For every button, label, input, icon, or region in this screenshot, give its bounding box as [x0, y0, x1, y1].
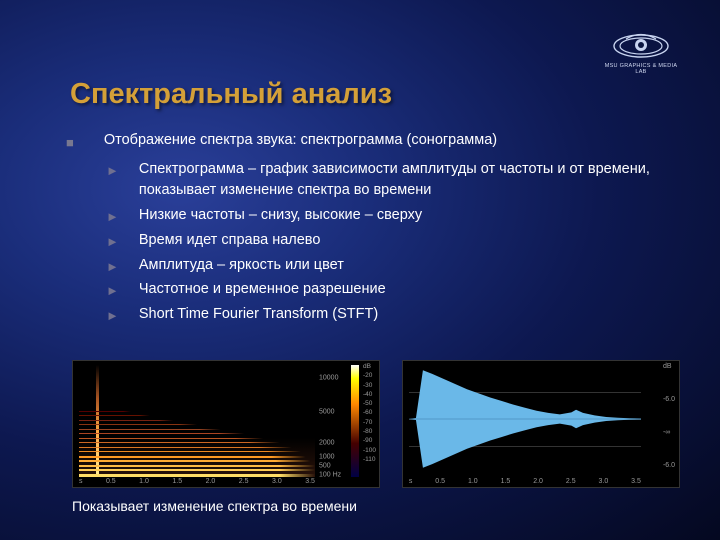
logo: MSU GRAPHICS & MEDIA LAB — [602, 28, 680, 75]
triangle-bullet-icon: ► — [106, 257, 119, 277]
spectrogram-db-scale: dB-20-30-40-50-60-70-80-90-100-110 — [363, 363, 376, 465]
sub-bullet: ► Частотное и временное разрешение — [106, 279, 670, 301]
sub-bullet-text: Время идет справа налево — [139, 230, 670, 252]
slide-content: ■ Отображение спектра звука: спектрограм… — [62, 130, 670, 329]
sub-bullet-text: Short Time Fourier Transform (STFT) — [139, 304, 670, 326]
spectrogram-plot — [79, 365, 315, 477]
main-bullet: ■ Отображение спектра звука: спектрограм… — [62, 130, 670, 153]
sub-bullet: ► Short Time Fourier Transform (STFT) — [106, 304, 670, 326]
triangle-bullet-icon: ► — [106, 281, 119, 301]
triangle-bullet-icon: ► — [106, 306, 119, 326]
spectrogram-x-axis: s0.51.01.52.02.53.03.5 — [79, 478, 315, 485]
triangle-bullet-icon: ► — [106, 232, 119, 252]
logo-label: MSU GRAPHICS & MEDIA LAB — [602, 63, 680, 75]
waveform-plot — [409, 365, 641, 473]
spectrogram-figure: 10000500020001000500100 Hz dB-20-30-40-5… — [72, 360, 380, 488]
sub-bullet: ► Низкие частоты – снизу, высокие – сверх… — [106, 205, 670, 227]
sub-bullet-list: ► Спектрограмма – график зависимости ампл… — [106, 159, 670, 326]
square-bullet-icon: ■ — [66, 133, 74, 153]
caption: Показывает изменение спектра во времени — [72, 498, 357, 514]
sub-bullet: ► Время идет справа налево — [106, 230, 670, 252]
triangle-bullet-icon: ► — [106, 207, 119, 227]
spectrogram-y-axis: 10000500020001000500100 Hz — [319, 365, 347, 477]
waveform-x-axis: s0.51.01.52.02.53.03.5 — [409, 478, 641, 485]
waveform-db-scale: dB-6.0-∞-6.0 — [663, 363, 675, 495]
sub-bullet-text: Низкие частоты – снизу, высокие – сверху — [139, 205, 670, 227]
waveform-figure: dB-6.0-∞-6.0 s0.51.01.52.02.53.03.5 — [402, 360, 680, 488]
image-row: 10000500020001000500100 Hz dB-20-30-40-5… — [72, 360, 680, 488]
main-bullet-text: Отображение спектра звука: спектрограмма… — [104, 130, 497, 152]
sub-bullet-text: Частотное и временное разрешение — [139, 279, 670, 301]
sub-bullet-text: Спектрограмма – график зависимости ампли… — [139, 159, 670, 203]
sub-bullet-text: Амплитуда – яркость или цвет — [139, 255, 670, 277]
sub-bullet: ► Спектрограмма – график зависимости ампл… — [106, 159, 670, 203]
triangle-bullet-icon: ► — [106, 161, 119, 181]
sub-bullet: ► Амплитуда – яркость или цвет — [106, 255, 670, 277]
spectrogram-colorbar — [351, 365, 359, 477]
slide-title: Спектральный анализ — [70, 78, 392, 111]
